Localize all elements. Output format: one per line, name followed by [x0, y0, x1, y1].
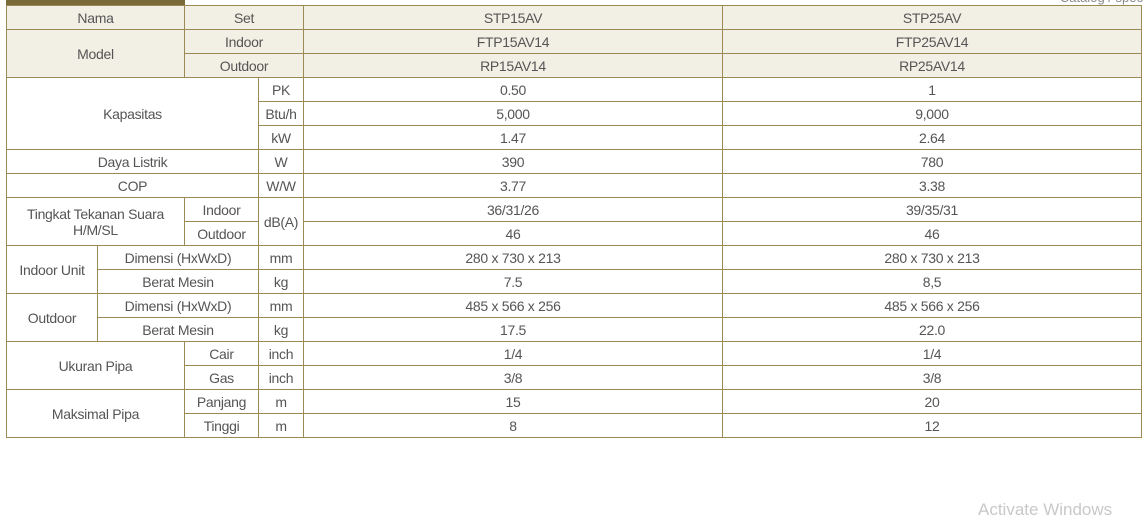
kapasitas-label: Kapasitas [6, 77, 259, 150]
unit-cell: mm [258, 293, 304, 318]
value-cell: 280 x 730 x 213 [722, 245, 1142, 270]
set-value: STP25AV [722, 5, 1142, 30]
value-cell: 280 x 730 x 213 [303, 245, 723, 270]
table-row: Nama Set STP15AV STP25AV [6, 5, 1142, 30]
value-cell: 5,000 [303, 101, 723, 126]
sub-label: Dimensi (HxWxD) [97, 245, 259, 270]
set-value: STP15AV [303, 5, 723, 30]
outdoor-header: Outdoor [184, 53, 304, 78]
table-row: Ukuran Pipa Cair inch 1/4 1/4 [6, 341, 1142, 390]
indoor-model: FTP15AV14 [303, 29, 723, 54]
value-cell: 2.64 [722, 125, 1142, 150]
value-cell: 3/8 [722, 365, 1142, 390]
table-row: COP W/W 3.77 3.38 [6, 173, 1142, 198]
unit-cell: m [258, 389, 304, 414]
sub-label: Indoor [184, 197, 259, 222]
table-row: Tingkat Tekanan Suara H/M/SL Indoor dB(A… [6, 197, 1142, 246]
nama-header: Nama [6, 5, 185, 30]
sub-label: Berat Mesin [97, 269, 259, 294]
value-cell: 46 [722, 221, 1142, 246]
table-row: Berat Mesin kg 7.5 8,5 [7, 269, 1142, 294]
set-header: Set [184, 5, 304, 30]
maksimal-pipa-label: Maksimal Pipa [6, 389, 185, 438]
table-row: Berat Mesin kg 17.5 22.0 [7, 317, 1142, 342]
value-cell: 1/4 [303, 341, 723, 366]
value-cell: 22.0 [722, 317, 1142, 342]
table-row: kW 1.47 2.64 [7, 125, 1142, 150]
value-cell: 3.38 [722, 173, 1142, 198]
value-cell: 780 [722, 149, 1142, 174]
value-cell: 485 x 566 x 256 [722, 293, 1142, 318]
value-cell: 20 [722, 389, 1142, 414]
value-cell: 46 [303, 221, 723, 246]
table-row: Indoor Unit Dimensi (HxWxD) mm 280 x 730… [6, 245, 1142, 294]
value-cell: 36/31/26 [303, 197, 723, 222]
sub-label: Outdoor [184, 221, 259, 246]
table-row: Gas inch 3/8 3/8 [7, 365, 1142, 390]
activate-windows-watermark: Activate Windows [978, 500, 1113, 519]
unit-cell: kW [258, 125, 304, 150]
spec-table: Nama Set STP15AV STP25AV Model Indoor FT… [6, 5, 1142, 438]
table-row: Maksimal Pipa Panjang m 15 20 [6, 389, 1142, 438]
unit-cell: Btu/h [258, 101, 304, 126]
unit-cell: mm [258, 245, 304, 270]
value-cell: 1 [722, 77, 1142, 102]
suara-label: Tingkat Tekanan Suara H/M/SL [6, 197, 185, 246]
value-cell: 39/35/31 [722, 197, 1142, 222]
unit-cell: dB(A) [258, 197, 304, 246]
sub-label: Cair [184, 341, 259, 366]
indoor-unit-label: Indoor Unit [6, 245, 98, 294]
table-row: Model Indoor FTP15AV14 FTP25AV14 [6, 29, 1142, 78]
value-cell: 8 [303, 413, 723, 438]
header-note: Catalog / spec [1060, 0, 1143, 5]
cop-label: COP [6, 173, 259, 198]
value-cell: 8,5 [722, 269, 1142, 294]
value-cell: 7.5 [303, 269, 723, 294]
value-cell: 0.50 [303, 77, 723, 102]
table-row: Kapasitas PK 0.50 1 [6, 77, 1142, 150]
model-header: Model [6, 29, 185, 78]
table-row: Outdoor Dimensi (HxWxD) mm 485 x 566 x 2… [6, 293, 1142, 342]
sub-label: Tinggi [184, 413, 259, 438]
value-cell: 17.5 [303, 317, 723, 342]
sub-label: Panjang [184, 389, 259, 414]
value-cell: 1.47 [303, 125, 723, 150]
outdoor-model: RP15AV14 [303, 53, 723, 78]
unit-cell: kg [258, 317, 304, 342]
value-cell: 485 x 566 x 256 [303, 293, 723, 318]
sub-label: Gas [184, 365, 259, 390]
table-row: Tinggi m 8 12 [7, 413, 1142, 438]
unit-cell: inch [258, 365, 304, 390]
unit-cell: W/W [258, 173, 304, 198]
indoor-model: FTP25AV14 [722, 29, 1142, 54]
unit-cell: PK [258, 77, 304, 102]
unit-cell: m [258, 413, 304, 438]
suara-label-line2: H/M/SL [73, 221, 118, 238]
value-cell: 1/4 [722, 341, 1142, 366]
outdoor-unit-label: Outdoor [6, 293, 98, 342]
daya-label: Daya Listrik [6, 149, 259, 174]
value-cell: 3/8 [303, 365, 723, 390]
indoor-header: Indoor [184, 29, 304, 54]
value-cell: 9,000 [722, 101, 1142, 126]
unit-cell: W [258, 149, 304, 174]
sub-label: Dimensi (HxWxD) [97, 293, 259, 318]
unit-cell: inch [258, 341, 304, 366]
outdoor-model: RP25AV14 [722, 53, 1142, 78]
ukuran-pipa-label: Ukuran Pipa [6, 341, 185, 390]
table-row: Daya Listrik W 390 780 [6, 149, 1142, 174]
table-row: Btu/h 5,000 9,000 [7, 101, 1142, 126]
value-cell: 3.77 [303, 173, 723, 198]
value-cell: 15 [303, 389, 723, 414]
unit-cell: kg [258, 269, 304, 294]
value-cell: 12 [722, 413, 1142, 438]
table-row: Outdoor RP15AV14 RP25AV14 [7, 53, 1142, 78]
header-accent-bar [6, 0, 185, 5]
value-cell: 390 [303, 149, 723, 174]
sub-label: Berat Mesin [97, 317, 259, 342]
suara-label-line1: Tingkat Tekanan Suara [27, 205, 164, 222]
